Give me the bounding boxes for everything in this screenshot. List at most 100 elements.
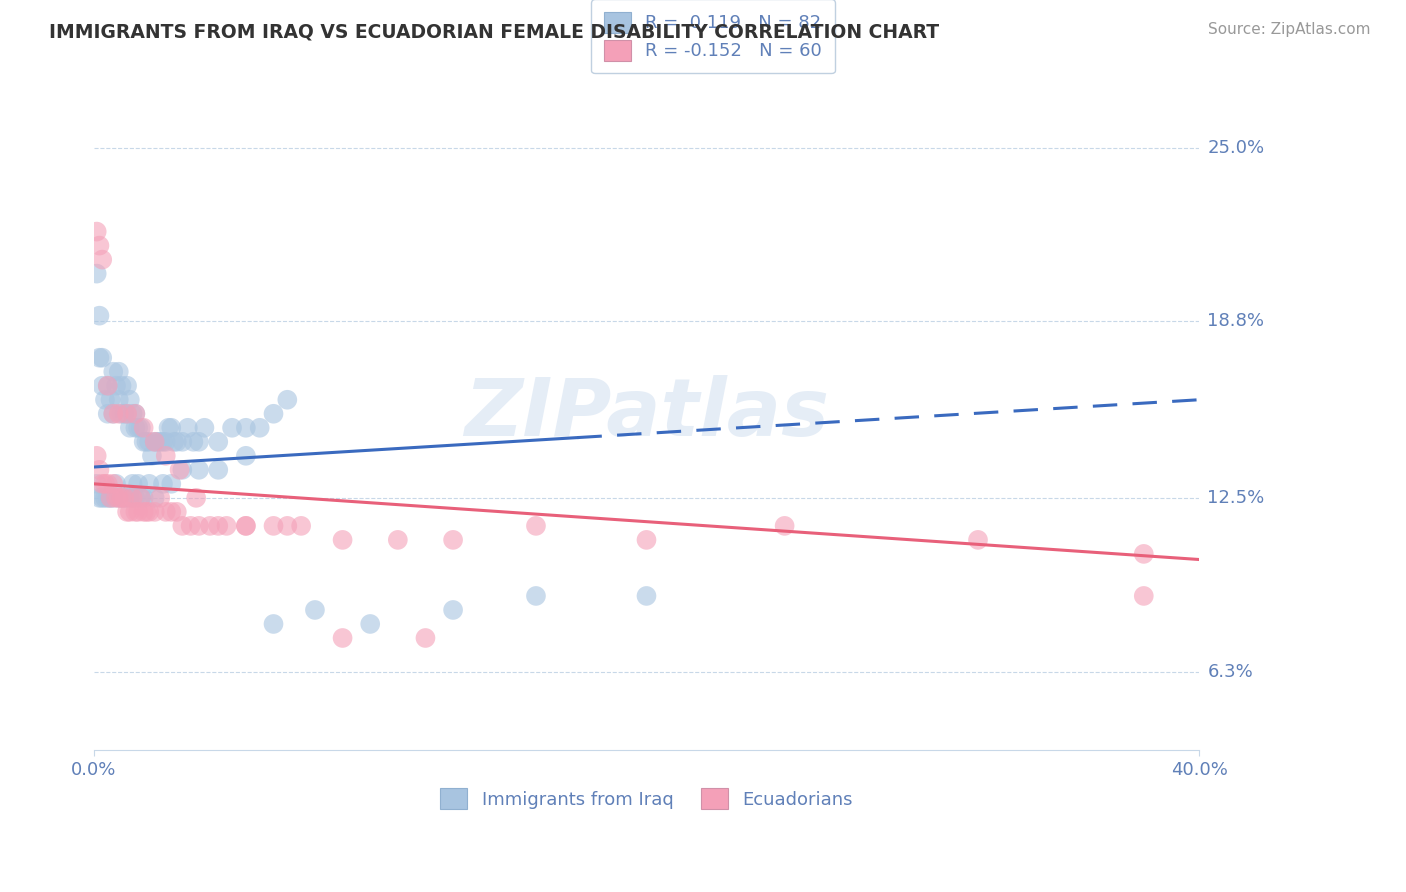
- Point: [89, 463, 111, 477]
- Point: [110, 491, 132, 505]
- Point: [121, 407, 143, 421]
- Point: [276, 519, 298, 533]
- Point: [103, 476, 125, 491]
- Point: [129, 491, 152, 505]
- Point: [207, 463, 229, 477]
- Point: [86, 225, 108, 239]
- Point: [160, 421, 183, 435]
- Point: [118, 392, 141, 407]
- Point: [332, 533, 354, 547]
- Point: [138, 434, 160, 449]
- Point: [110, 407, 132, 421]
- Point: [149, 491, 172, 505]
- Text: 12.5%: 12.5%: [1208, 489, 1264, 507]
- Point: [169, 463, 191, 477]
- Point: [124, 407, 146, 421]
- Text: 6.3%: 6.3%: [1208, 663, 1253, 681]
- Text: 25.0%: 25.0%: [1208, 138, 1264, 156]
- Point: [91, 491, 114, 505]
- Point: [160, 505, 183, 519]
- Point: [86, 476, 108, 491]
- Point: [155, 449, 177, 463]
- Point: [100, 491, 122, 505]
- Point: [94, 476, 117, 491]
- Point: [91, 351, 114, 365]
- Point: [135, 505, 157, 519]
- Point: [121, 476, 143, 491]
- Point: [138, 505, 160, 519]
- Point: [235, 519, 257, 533]
- Point: [86, 449, 108, 463]
- Point: [235, 449, 257, 463]
- Point: [207, 519, 229, 533]
- Point: [91, 252, 114, 267]
- Point: [118, 505, 141, 519]
- Point: [160, 476, 183, 491]
- Point: [107, 365, 129, 379]
- Point: [103, 491, 125, 505]
- Point: [193, 421, 215, 435]
- Point: [115, 378, 138, 392]
- Point: [183, 434, 205, 449]
- Point: [172, 463, 194, 477]
- Point: [89, 238, 111, 252]
- Point: [132, 505, 155, 519]
- Point: [118, 491, 141, 505]
- Point: [152, 476, 174, 491]
- Point: [107, 392, 129, 407]
- Point: [187, 463, 209, 477]
- Point: [89, 351, 111, 365]
- Point: [180, 519, 202, 533]
- Point: [143, 434, 166, 449]
- Point: [103, 407, 125, 421]
- Point: [143, 434, 166, 449]
- Point: [172, 434, 194, 449]
- Point: [107, 407, 129, 421]
- Point: [332, 631, 354, 645]
- Point: [249, 421, 271, 435]
- Point: [172, 519, 194, 533]
- Point: [115, 491, 138, 505]
- Point: [124, 421, 146, 435]
- Point: [110, 378, 132, 392]
- Point: [146, 434, 169, 449]
- Point: [967, 533, 990, 547]
- Point: [177, 421, 200, 435]
- Point: [1133, 589, 1156, 603]
- Point: [138, 476, 160, 491]
- Legend: Immigrants from Iraq, Ecuadorians: Immigrants from Iraq, Ecuadorians: [427, 776, 865, 822]
- Point: [359, 617, 381, 632]
- Point: [415, 631, 437, 645]
- Point: [91, 378, 114, 392]
- Point: [187, 434, 209, 449]
- Point: [100, 392, 122, 407]
- Point: [121, 491, 143, 505]
- Point: [207, 434, 229, 449]
- Point: [129, 491, 152, 505]
- Point: [773, 519, 796, 533]
- Point: [127, 476, 149, 491]
- Point: [132, 491, 155, 505]
- Point: [124, 491, 146, 505]
- Point: [127, 421, 149, 435]
- Point: [163, 434, 186, 449]
- Point: [124, 407, 146, 421]
- Point: [112, 491, 135, 505]
- Point: [441, 533, 464, 547]
- Point: [103, 365, 125, 379]
- Point: [149, 434, 172, 449]
- Point: [141, 449, 163, 463]
- Point: [441, 603, 464, 617]
- Point: [221, 421, 243, 435]
- Point: [124, 505, 146, 519]
- Text: ZIPatlas: ZIPatlas: [464, 375, 830, 453]
- Point: [155, 505, 177, 519]
- Point: [115, 505, 138, 519]
- Point: [1133, 547, 1156, 561]
- Point: [290, 519, 312, 533]
- Point: [198, 519, 221, 533]
- Point: [263, 617, 285, 632]
- Point: [112, 491, 135, 505]
- Point: [115, 407, 138, 421]
- Point: [276, 392, 298, 407]
